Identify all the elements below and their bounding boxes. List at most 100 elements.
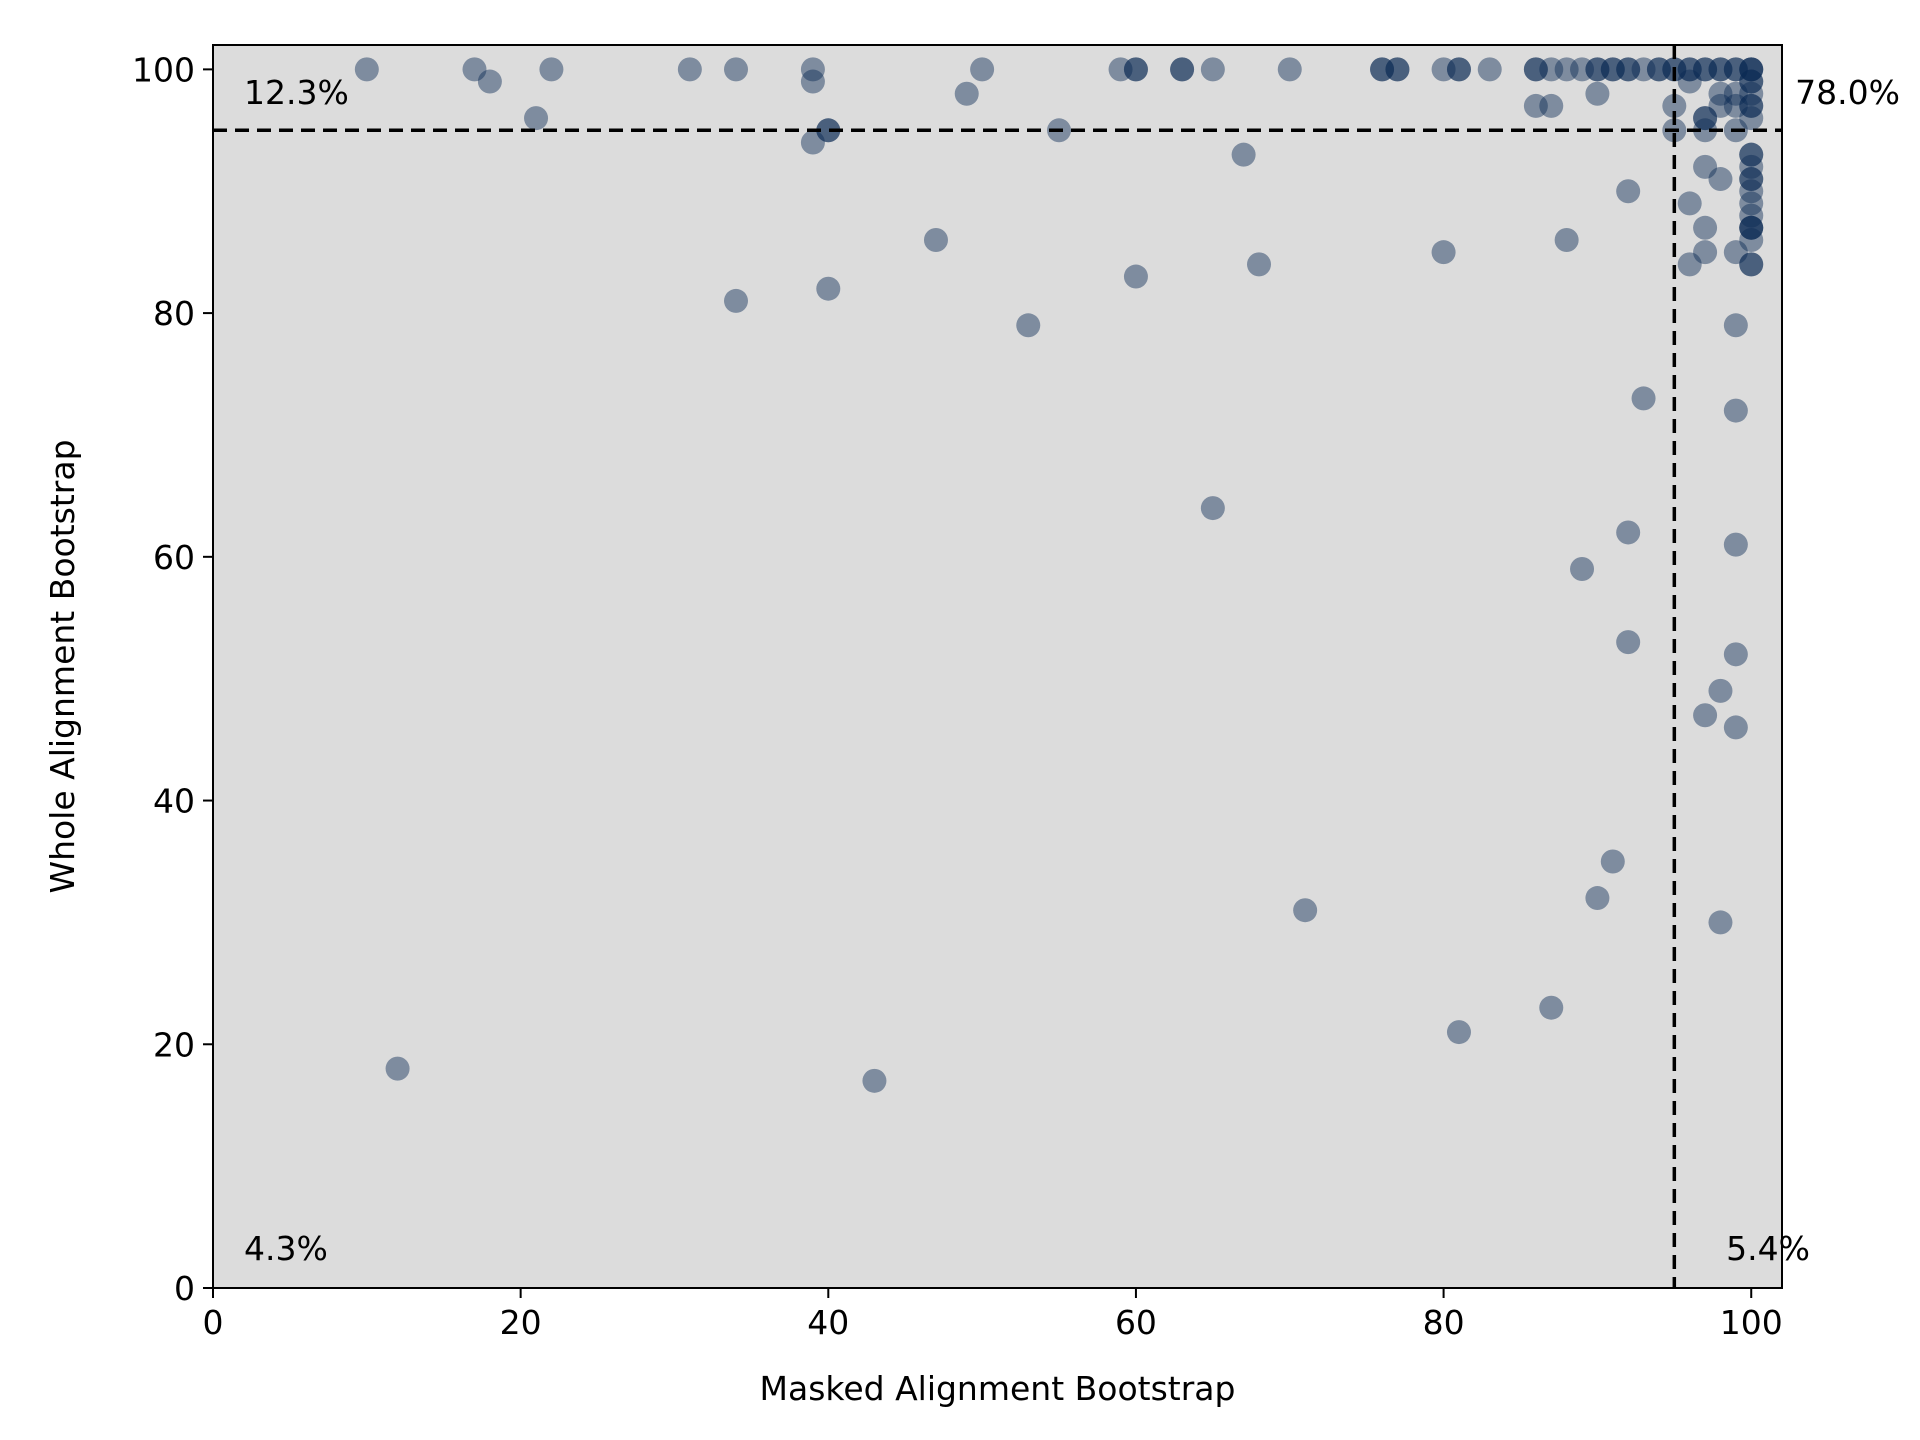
data-point: [1293, 898, 1318, 923]
data-point: [1616, 520, 1641, 545]
data-point: [1677, 191, 1702, 216]
data-point: [1739, 167, 1764, 192]
data-point: [1739, 215, 1764, 240]
x-tick-label: 100: [1720, 1303, 1783, 1342]
y-axis-label: Whole Alignment Bootstrap: [43, 439, 82, 893]
data-point: [1677, 69, 1702, 94]
data-point: [1600, 57, 1625, 82]
data-point: [1431, 240, 1456, 265]
data-point: [1523, 57, 1548, 82]
data-point: [1200, 496, 1225, 521]
data-point: [1370, 57, 1395, 82]
data-point: [1554, 227, 1579, 252]
data-point: [1693, 240, 1718, 265]
data-point: [724, 57, 748, 82]
data-point: [1585, 57, 1610, 82]
x-tick-label: 40: [807, 1303, 849, 1342]
data-point: [1708, 678, 1733, 703]
x-axis-label: Masked Alignment Bootstrap: [760, 1369, 1236, 1408]
data-point: [1739, 106, 1764, 131]
data-point: [1631, 386, 1656, 411]
y-tick-label: 0: [174, 1269, 195, 1308]
data-point: [1231, 142, 1256, 167]
data-point: [1108, 57, 1133, 82]
data-point: [1523, 57, 1548, 82]
data-point: [1739, 215, 1764, 240]
data-point: [1200, 57, 1225, 82]
data-point: [1123, 57, 1148, 82]
data-point: [385, 1056, 410, 1081]
data-point: [477, 69, 502, 94]
data-point: [1539, 995, 1564, 1020]
data-point: [1693, 57, 1718, 82]
data-point: [1370, 57, 1395, 82]
data-point: [724, 288, 748, 313]
data-point: [1739, 252, 1764, 277]
data-point: [539, 57, 564, 82]
y-axis-ticks: 0 20 40 60 80 100: [132, 50, 213, 1308]
data-point: [1677, 57, 1702, 82]
data-point: [1277, 57, 1302, 82]
data-point: [1723, 715, 1748, 740]
data-point: [1693, 703, 1718, 728]
data-point: [1693, 154, 1718, 179]
data-point: [1739, 57, 1764, 82]
data-point: [1708, 81, 1733, 106]
data-point: [1523, 93, 1548, 118]
data-point: [1616, 179, 1641, 204]
data-point: [677, 57, 702, 82]
data-point: [1739, 203, 1764, 228]
quadrant-label-top-right: 78.0%: [1795, 73, 1900, 112]
data-point: [1739, 252, 1764, 277]
data-point: [1385, 57, 1410, 82]
data-points: [354, 57, 1764, 1093]
data-point: [1723, 240, 1748, 265]
data-point: [1477, 57, 1502, 82]
data-point: [1446, 57, 1471, 82]
data-point: [1693, 57, 1718, 82]
data-point: [1739, 57, 1764, 82]
data-point: [1708, 57, 1733, 82]
data-point: [1247, 252, 1271, 277]
data-point: [1739, 191, 1764, 216]
data-point: [1646, 57, 1671, 82]
data-point: [1708, 167, 1733, 192]
data-point: [1431, 57, 1456, 82]
y-tick-label: 40: [153, 782, 195, 821]
data-point: [1693, 215, 1718, 240]
data-point: [1739, 81, 1764, 106]
data-point: [1616, 57, 1641, 82]
data-point: [462, 57, 487, 82]
y-tick-label: 20: [153, 1025, 195, 1064]
data-point: [1723, 57, 1748, 82]
data-point: [1739, 93, 1764, 118]
data-point: [1446, 57, 1471, 82]
data-point: [1170, 57, 1195, 82]
data-point: [1677, 252, 1702, 277]
data-point: [1446, 1020, 1471, 1045]
data-point: [524, 106, 549, 131]
data-point: [1570, 57, 1595, 82]
data-point: [1723, 313, 1748, 338]
data-point: [816, 276, 841, 301]
data-point: [1708, 93, 1733, 118]
data-point: [1708, 57, 1733, 82]
data-point: [954, 81, 979, 106]
data-point: [1662, 93, 1687, 118]
data-point: [1693, 106, 1718, 131]
data-point: [800, 69, 825, 94]
data-point: [1739, 142, 1764, 167]
data-point: [1739, 69, 1764, 94]
data-point: [1723, 57, 1748, 82]
data-point: [1585, 886, 1610, 911]
data-point: [1693, 118, 1718, 143]
x-tick-label: 80: [1423, 1303, 1465, 1342]
data-point: [1739, 154, 1764, 179]
data-point: [816, 118, 841, 143]
data-point: [1723, 398, 1748, 423]
data-point: [800, 130, 825, 155]
data-point: [923, 227, 948, 252]
data-point: [800, 57, 825, 82]
quadrant-label-bottom-right: 5.4%: [1726, 1229, 1810, 1268]
